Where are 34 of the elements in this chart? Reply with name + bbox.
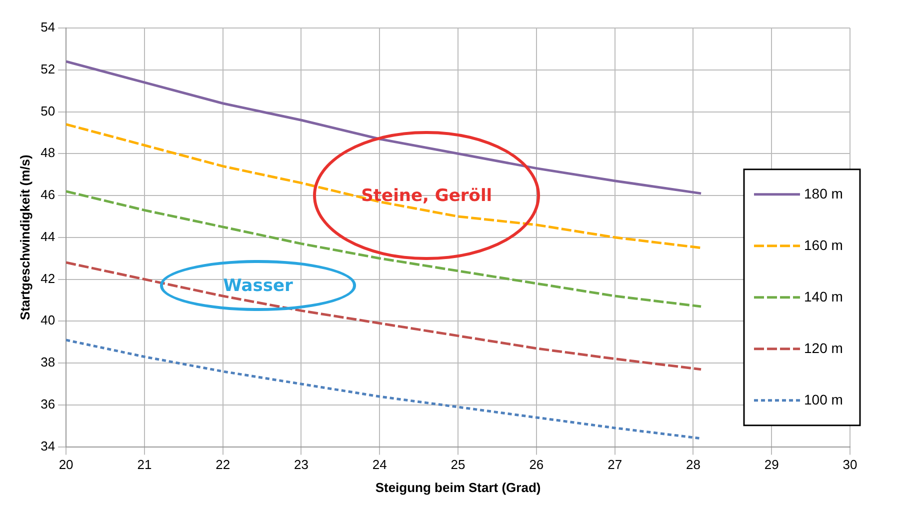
y-tick-label: 36 xyxy=(40,396,56,412)
legend-label: 180 m xyxy=(804,185,843,202)
y-axis-title: Startgeschwindigkeit (m/s) xyxy=(17,154,32,320)
legend-label: 100 m xyxy=(804,391,843,408)
x-tick-label: 21 xyxy=(137,457,152,472)
y-tick-label: 38 xyxy=(40,354,56,370)
y-tick-label: 40 xyxy=(40,312,56,328)
legend-label: 140 m xyxy=(804,288,843,304)
y-tick-label: 44 xyxy=(40,228,56,244)
line-series xyxy=(66,123,702,250)
annotation: Steine, Geröll xyxy=(360,186,494,206)
y-tick-label: 48 xyxy=(40,145,56,160)
line-series xyxy=(66,261,702,371)
x-tick-label: 20 xyxy=(58,457,74,472)
x-tick-label: 29 xyxy=(764,457,779,472)
legend-label: 120 m xyxy=(804,340,843,356)
annotation: Wasser xyxy=(222,276,294,296)
x-tick-label: 25 xyxy=(450,457,466,472)
y-tick-label: 52 xyxy=(40,61,56,76)
x-axis-title: Steigung beim Start (Grad) xyxy=(375,480,541,495)
x-tick-label: 26 xyxy=(529,457,544,472)
x-tick-label: 23 xyxy=(294,457,308,472)
legend-label: 160 m xyxy=(804,236,843,253)
y-tick-label: 34 xyxy=(40,438,56,454)
y-tick-label: 50 xyxy=(40,103,56,118)
y-tick-label: 54 xyxy=(40,20,56,35)
x-tick-label: 22 xyxy=(216,457,230,472)
x-tick-label: 30 xyxy=(842,457,858,472)
y-tick-label: 42 xyxy=(40,270,56,286)
y-tick-label: 46 xyxy=(40,187,56,202)
x-tick-label: 24 xyxy=(372,457,387,472)
x-tick-label: 28 xyxy=(686,457,700,472)
x-tick-label: 27 xyxy=(608,457,622,472)
line-series xyxy=(66,338,702,440)
